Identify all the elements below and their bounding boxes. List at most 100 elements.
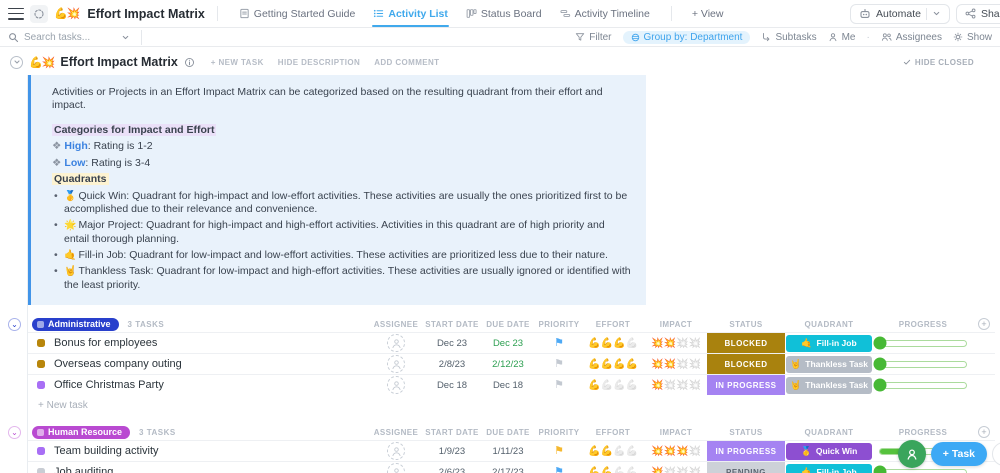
- start-date[interactable]: Dec 18: [436, 379, 468, 391]
- group-by-button[interactable]: Group by: Department: [622, 30, 751, 44]
- assignee-avatar[interactable]: [387, 355, 405, 374]
- chevron-down-icon[interactable]: [121, 33, 130, 42]
- due-date[interactable]: Dec 18: [492, 379, 524, 391]
- quadrant-badge[interactable]: 🤘 Thankless Task: [786, 376, 872, 394]
- task-row[interactable]: Job auditing 2/6/23 2/17/23 ⚑ 💪 💪 💪 💪 💥 💥 💥 💥 PENDIN…: [28, 461, 995, 473]
- task-status-dot[interactable]: [37, 381, 45, 390]
- sync-status-button[interactable]: [30, 4, 48, 23]
- progress-bar[interactable]: [873, 357, 967, 371]
- quadrant-badge[interactable]: 🤙 Fill-in Job: [786, 334, 872, 352]
- topbar-actions: Automate Share: [850, 3, 1000, 24]
- tab-label: Activity Timeline: [574, 7, 650, 20]
- task-name[interactable]: Job auditing: [54, 466, 114, 473]
- add-column-icon[interactable]: +: [978, 318, 990, 331]
- effort-rating[interactable]: 💪 💪 💪 💪: [581, 359, 645, 370]
- due-date[interactable]: 1/11/23: [492, 445, 524, 457]
- due-date[interactable]: 2/17/23: [492, 466, 524, 473]
- menu-icon[interactable]: [8, 7, 24, 20]
- status-badge[interactable]: PENDING: [707, 462, 785, 473]
- start-date[interactable]: 2/6/23: [438, 466, 466, 473]
- group-collapse-chevron[interactable]: ⌄: [8, 317, 21, 331]
- impact-rating[interactable]: 💥 💥 💥 💥: [645, 338, 707, 349]
- add-task-fab[interactable]: + Task: [930, 442, 987, 466]
- impact-rating[interactable]: 💥 💥 💥 💥: [645, 380, 707, 391]
- filter-button[interactable]: Filter: [575, 32, 612, 43]
- help-button[interactable]: [992, 442, 1000, 466]
- task-status-dot[interactable]: [37, 339, 45, 348]
- task-name[interactable]: Team building activity: [54, 445, 159, 458]
- automate-button[interactable]: Automate: [850, 3, 950, 24]
- task-status-dot[interactable]: [37, 468, 45, 473]
- progress-bar[interactable]: [873, 378, 967, 392]
- hide-closed-toggle[interactable]: HIDE CLOSED: [903, 58, 974, 67]
- share-button[interactable]: Share: [955, 3, 1000, 24]
- impact-rating[interactable]: 💥 💥 💥 💥: [645, 359, 707, 370]
- quadrant-badge[interactable]: 🤘 Thankless Task: [786, 355, 872, 373]
- tab-activity-list[interactable]: Activity List: [364, 0, 457, 27]
- tab-activity-timeline[interactable]: Activity Timeline: [551, 0, 659, 27]
- hide-description-action[interactable]: HIDE DESCRIPTION: [277, 57, 361, 67]
- task-status-dot[interactable]: [37, 360, 45, 369]
- priority-flag[interactable]: ⚑: [554, 465, 564, 473]
- add-comment-action[interactable]: ADD COMMENT: [374, 57, 440, 67]
- task-name[interactable]: Office Christmas Party: [54, 379, 164, 392]
- people-icon: [881, 32, 892, 42]
- new-task-action[interactable]: + NEW TASK: [210, 57, 264, 67]
- tab-status-board[interactable]: Status Board: [457, 0, 551, 27]
- tab-getting-started-guide[interactable]: Getting Started Guide: [230, 0, 365, 27]
- priority-flag[interactable]: ⚑: [554, 357, 564, 370]
- effort-rating[interactable]: 💪 💪 💪 💪: [581, 467, 645, 473]
- me-filter-button[interactable]: Me: [828, 32, 856, 43]
- priority-flag[interactable]: ⚑: [554, 336, 564, 349]
- priority-flag[interactable]: ⚑: [554, 378, 564, 391]
- task-row[interactable]: Office Christmas Party Dec 18 Dec 18 ⚑ 💪 💪 💪 💪 💥…: [28, 374, 995, 396]
- assistant-fab[interactable]: [897, 440, 926, 468]
- task-row[interactable]: Bonus for employees Dec 23 Dec 23 ⚑ 💪 💪 💪 💪 💥 💥 💥 💥…: [28, 332, 995, 354]
- effort-rating[interactable]: 💪 💪 💪 💪: [581, 380, 645, 391]
- subtasks-button[interactable]: Subtasks: [761, 32, 817, 43]
- quadrant-badge[interactable]: 🥇 Quick Win: [786, 442, 872, 460]
- progress-handle[interactable]: [873, 357, 887, 371]
- impact-rating[interactable]: 💥 💥 💥 💥: [645, 446, 707, 457]
- add-view-button[interactable]: + View: [691, 7, 724, 20]
- progress-bar[interactable]: [873, 465, 967, 473]
- task-row[interactable]: Overseas company outing 2/8/23 2/12/23 ⚑ 💪 💪 💪…: [28, 353, 995, 375]
- task-row[interactable]: Team building activity 1/9/23 1/11/23 ⚑ 💪 💪 💪 💪…: [28, 440, 995, 462]
- quadrant-badge[interactable]: 🤙 Fill-in Job: [786, 463, 872, 473]
- start-date[interactable]: 1/9/23: [438, 445, 466, 457]
- task-name[interactable]: Overseas company outing: [54, 358, 182, 371]
- collapse-list-chevron[interactable]: [10, 55, 23, 69]
- due-date[interactable]: Dec 23: [492, 337, 524, 349]
- progress-handle[interactable]: [873, 336, 887, 350]
- assignee-avatar[interactable]: [387, 463, 405, 473]
- priority-flag[interactable]: ⚑: [554, 444, 564, 457]
- task-status-dot[interactable]: [37, 447, 45, 456]
- effort-rating[interactable]: 💪 💪 💪 💪: [581, 446, 645, 457]
- assignee-avatar[interactable]: [387, 334, 405, 353]
- status-badge[interactable]: IN PROGRESS: [707, 441, 785, 462]
- start-date[interactable]: 2/8/23: [438, 358, 466, 370]
- status-badge[interactable]: BLOCKED: [707, 333, 785, 354]
- task-name[interactable]: Bonus for employees: [54, 337, 158, 350]
- add-column-icon[interactable]: +: [978, 426, 990, 439]
- progress-handle[interactable]: [873, 465, 887, 473]
- group-pill[interactable]: Administrative: [32, 317, 119, 331]
- status-badge[interactable]: BLOCKED: [707, 354, 785, 375]
- progress-bar[interactable]: [873, 336, 967, 350]
- effort-rating[interactable]: 💪 💪 💪 💪: [581, 338, 645, 349]
- group-pill[interactable]: Human Resource: [32, 425, 131, 439]
- assignees-button[interactable]: Assignees: [881, 32, 942, 43]
- assignee-avatar[interactable]: [387, 376, 405, 395]
- info-icon[interactable]: [184, 57, 195, 68]
- chevron-down-icon[interactable]: [932, 9, 941, 18]
- assignee-avatar[interactable]: [387, 442, 405, 461]
- show-button[interactable]: Show: [953, 32, 992, 43]
- new-task-button[interactable]: + New task: [38, 400, 88, 412]
- search-input[interactable]: Search tasks...: [8, 29, 148, 45]
- group-collapse-chevron[interactable]: ⌄: [8, 425, 21, 439]
- progress-handle[interactable]: [873, 378, 887, 392]
- impact-rating[interactable]: 💥 💥 💥 💥: [645, 467, 707, 473]
- due-date[interactable]: 2/12/23: [492, 358, 524, 370]
- status-badge[interactable]: IN PROGRESS: [707, 375, 785, 396]
- start-date[interactable]: Dec 23: [436, 337, 468, 349]
